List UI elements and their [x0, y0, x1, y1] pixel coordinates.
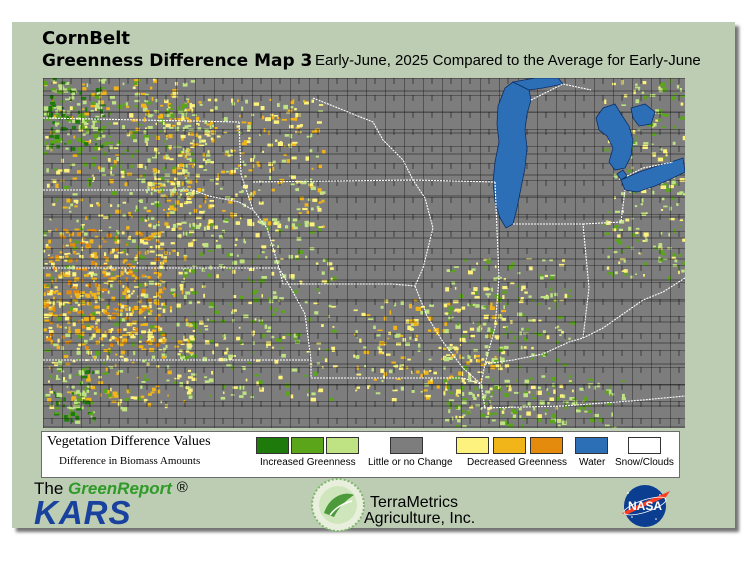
great-lakes-water [492, 78, 685, 229]
label-decreased: Decreased Greenness [467, 457, 568, 468]
sd-ne-line [43, 189, 254, 211]
state-boundaries [43, 83, 685, 409]
swatch-increased-high [256, 437, 289, 454]
county-boundaries-secondary [43, 78, 685, 428]
lake-michigan-north-arm [511, 78, 564, 91]
wi-mn-line [312, 97, 414, 181]
terrametrics-tagline: Agriculture, Inc. [364, 510, 476, 527]
greenreport-the: The [34, 479, 64, 498]
mo-east-line [414, 285, 486, 409]
legend-subtitle: Difference in Biomass Amounts [59, 455, 201, 467]
swatch-increased-low [326, 437, 359, 454]
mo-ks-line [278, 267, 312, 378]
label-snow-clouds: Snow/Clouds [615, 457, 674, 468]
greenreport-name: GreenReport [68, 479, 172, 498]
swatch-snow-clouds [628, 437, 661, 454]
label-increased: Increased Greenness [260, 457, 356, 468]
greenreport-logo: The GreenReport ® [34, 479, 188, 499]
terrametrics-leaf-icon [311, 478, 365, 532]
oh-mi-line [582, 189, 626, 225]
nasa-logo: NASA [622, 485, 670, 527]
terrametrics-name: TerraMetrics [370, 494, 459, 511]
georgian-bay [630, 103, 656, 127]
swatch-water [575, 437, 608, 454]
swatch-decreased-mid [493, 437, 526, 454]
lake-erie [620, 157, 685, 193]
map-title: Greenness Difference Map 3 [42, 51, 313, 71]
legend-title: Vegetation Difference Values [47, 434, 211, 449]
map-frame: CornBelt Greenness Difference Map 3 Earl… [12, 22, 735, 532]
swatch-decreased-low [456, 437, 489, 454]
map-subtitle: Early-June, 2025 Compared to the Average… [315, 52, 701, 69]
legend-box: Vegetation Difference Values Difference … [41, 431, 680, 478]
lake-huron [595, 103, 634, 171]
label-no-change: Little or no Change [368, 457, 453, 468]
swatch-no-change [390, 437, 423, 454]
greenness-map [43, 78, 685, 428]
nasa-wordmark: NASA [628, 499, 662, 513]
swatch-decreased-high [530, 437, 563, 454]
map-canvas [43, 78, 685, 428]
nd-sd-line [43, 117, 240, 123]
wi-il-line [412, 179, 496, 183]
il-in-line [480, 181, 500, 385]
mo-ar-line [311, 377, 482, 385]
ky-tn-line [480, 395, 685, 409]
registered-mark: ® [176, 479, 188, 496]
kars-logo: KARS [34, 494, 132, 531]
mi-up-line [530, 83, 592, 101]
label-water: Water [579, 457, 606, 468]
ohio-river [484, 277, 685, 365]
mn-west-line [238, 121, 254, 211]
in-oh-line [513, 223, 590, 339]
swatch-increased-mid [291, 437, 324, 454]
region-title: CornBelt [42, 28, 130, 49]
